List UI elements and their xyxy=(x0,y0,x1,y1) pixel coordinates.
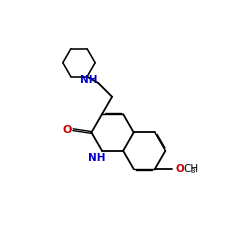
Text: O: O xyxy=(62,125,72,135)
Text: CH: CH xyxy=(183,164,198,174)
Text: O: O xyxy=(175,164,184,174)
Text: NH: NH xyxy=(80,75,98,85)
Text: NH: NH xyxy=(88,153,106,163)
Text: 3: 3 xyxy=(190,168,195,174)
